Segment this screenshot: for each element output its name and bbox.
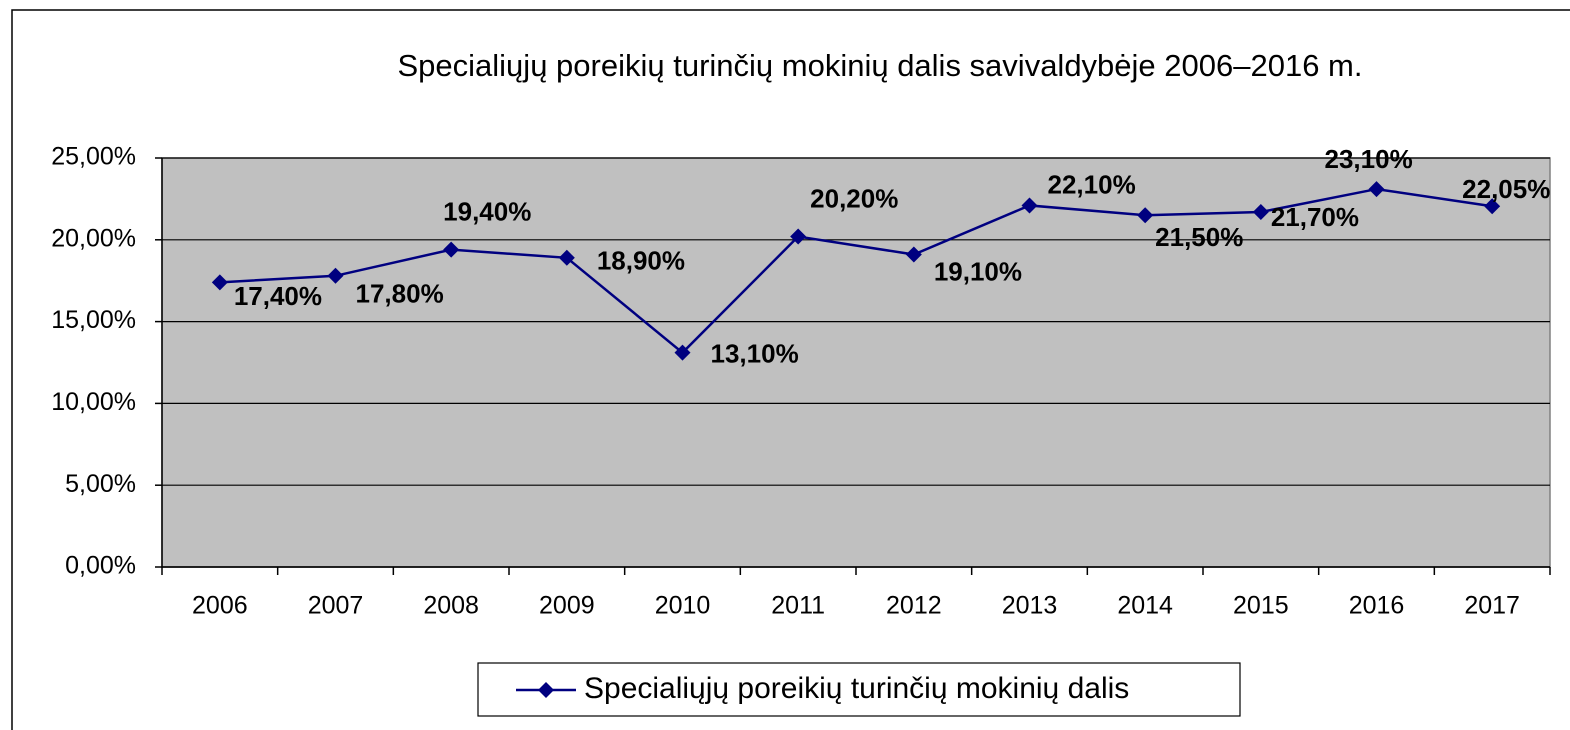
x-tick-label: 2012 bbox=[886, 592, 942, 620]
legend-label: Specialiųjų poreikių turinčių mokinių da… bbox=[584, 672, 1129, 705]
y-tick-label: 20,00% bbox=[51, 224, 136, 252]
data-label: 22,10% bbox=[1048, 169, 1136, 199]
x-tick-label: 2008 bbox=[423, 592, 479, 620]
marker bbox=[211, 274, 228, 291]
marker bbox=[905, 246, 922, 263]
data-label: 21,50% bbox=[1155, 222, 1243, 252]
x-tick-label: 2016 bbox=[1349, 592, 1405, 620]
marker bbox=[790, 228, 807, 245]
x-tick-label: 2011 bbox=[771, 592, 825, 620]
data-label: 22,05% bbox=[1462, 174, 1550, 204]
data-label: 20,20% bbox=[810, 183, 898, 213]
x-tick-label: 2017 bbox=[1464, 592, 1520, 620]
legend bbox=[477, 662, 1241, 717]
marker bbox=[674, 344, 691, 361]
x-tick-label: 2013 bbox=[1002, 592, 1058, 620]
marker bbox=[1484, 198, 1501, 215]
x-tick-label: 2015 bbox=[1233, 592, 1289, 620]
chart-title: Specialiųjų poreikių turinčių mokinių da… bbox=[398, 48, 1363, 83]
line bbox=[219, 187, 1493, 355]
data-label: 13,10% bbox=[711, 339, 799, 369]
x-tick-label: 2009 bbox=[539, 592, 595, 620]
marker bbox=[1137, 207, 1154, 224]
marker bbox=[538, 682, 554, 698]
y-tick-label: 10,00% bbox=[51, 388, 136, 416]
y-tick-label: 0,00% bbox=[65, 552, 136, 580]
x-tick-label: 2007 bbox=[308, 592, 364, 620]
plot-area bbox=[161, 157, 1551, 568]
x-tick-label: 2006 bbox=[192, 592, 248, 620]
data-label: 21,70% bbox=[1271, 202, 1359, 232]
marker bbox=[327, 267, 344, 284]
marker bbox=[1252, 203, 1269, 220]
marker bbox=[558, 249, 575, 266]
data-label: 23,10% bbox=[1325, 144, 1413, 174]
data-label: 18,90% bbox=[597, 246, 685, 276]
x-tick-label: 2010 bbox=[655, 592, 711, 620]
y-tick-label: 5,00% bbox=[65, 470, 136, 498]
data-label: 19,10% bbox=[934, 256, 1022, 286]
data-label: 19,40% bbox=[443, 196, 531, 226]
marker bbox=[1021, 197, 1038, 214]
y-tick-label: 25,00% bbox=[51, 143, 136, 171]
marker bbox=[443, 241, 460, 258]
data-label: 17,40% bbox=[234, 281, 322, 311]
data-label: 17,80% bbox=[356, 279, 444, 309]
y-tick-label: 15,00% bbox=[51, 306, 136, 334]
x-tick-label: 2014 bbox=[1117, 592, 1173, 620]
marker bbox=[1368, 181, 1385, 198]
